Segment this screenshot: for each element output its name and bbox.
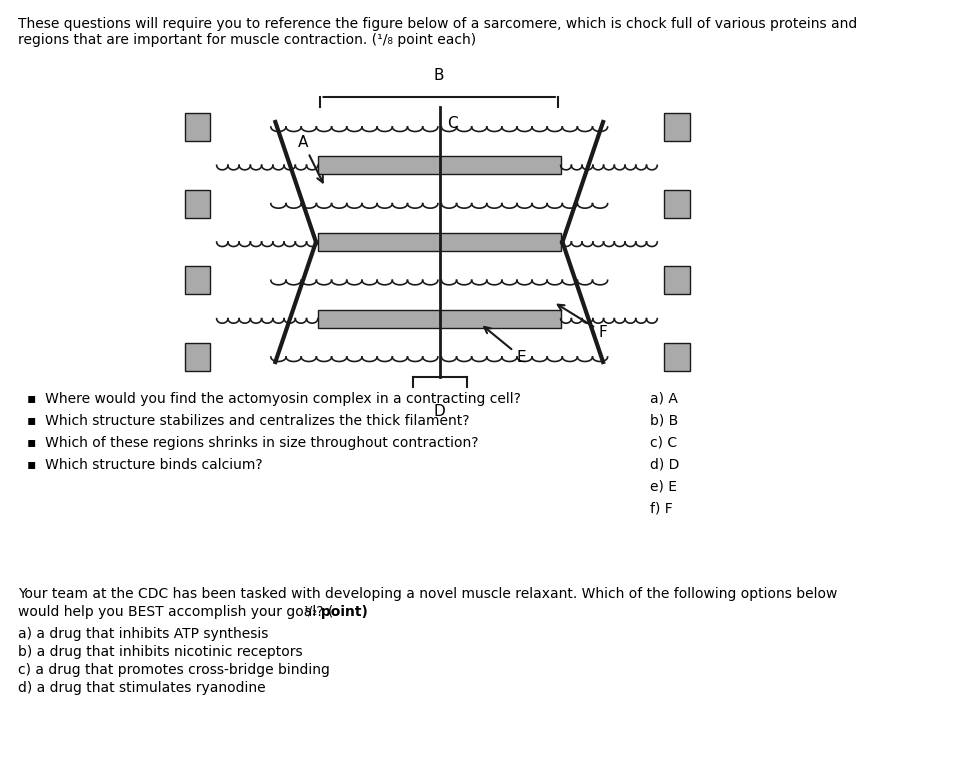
- Bar: [318, 310, 441, 327]
- Text: c) C: c) C: [650, 436, 677, 450]
- Text: ▪  Which of these regions shrinks in size throughout contraction?: ▪ Which of these regions shrinks in size…: [27, 436, 478, 450]
- Text: These questions will require you to reference the figure below of a sarcomere, w: These questions will require you to refe…: [18, 17, 858, 47]
- Bar: [185, 190, 211, 218]
- Text: ▪  Which structure stabilizes and centralizes the thick filament?: ▪ Which structure stabilizes and central…: [27, 414, 469, 428]
- Text: e) E: e) E: [650, 480, 677, 494]
- Bar: [185, 266, 211, 294]
- Text: B: B: [434, 68, 445, 83]
- Text: would help you BEST accomplish your goal? (: would help you BEST accomplish your goal…: [18, 605, 333, 619]
- Text: b) B: b) B: [650, 414, 678, 428]
- Bar: [664, 113, 690, 141]
- Text: A: A: [298, 135, 322, 182]
- Bar: [664, 343, 690, 371]
- Bar: [440, 233, 561, 251]
- Text: d) D: d) D: [650, 458, 679, 472]
- Text: ¹/₂: ¹/₂: [304, 605, 318, 618]
- Text: E: E: [484, 327, 526, 364]
- Text: a) a drug that inhibits ATP synthesis: a) a drug that inhibits ATP synthesis: [18, 627, 269, 641]
- Text: c) a drug that promotes cross-bridge binding: c) a drug that promotes cross-bridge bin…: [18, 663, 330, 677]
- Bar: [185, 343, 211, 371]
- Text: a) A: a) A: [650, 392, 678, 406]
- Text: d) a drug that stimulates ryanodine: d) a drug that stimulates ryanodine: [18, 681, 266, 695]
- Bar: [440, 157, 561, 174]
- Bar: [318, 233, 441, 251]
- Text: C: C: [447, 117, 458, 131]
- Bar: [664, 266, 690, 294]
- Bar: [440, 310, 561, 327]
- Text: ▪  Where would you find the actomyosin complex in a contracting cell?: ▪ Where would you find the actomyosin co…: [27, 392, 521, 406]
- Bar: [664, 190, 690, 218]
- Text: D: D: [434, 404, 446, 419]
- Bar: [185, 113, 211, 141]
- Bar: [318, 157, 441, 174]
- Text: b) a drug that inhibits nicotinic receptors: b) a drug that inhibits nicotinic recept…: [18, 645, 303, 659]
- Text: ▪  Which structure binds calcium?: ▪ Which structure binds calcium?: [27, 458, 263, 472]
- Text: point): point): [316, 605, 368, 619]
- Text: Your team at the CDC has been tasked with developing a novel muscle relaxant. Wh: Your team at the CDC has been tasked wit…: [18, 587, 838, 601]
- Text: f) F: f) F: [650, 502, 673, 516]
- Text: F: F: [558, 305, 608, 340]
